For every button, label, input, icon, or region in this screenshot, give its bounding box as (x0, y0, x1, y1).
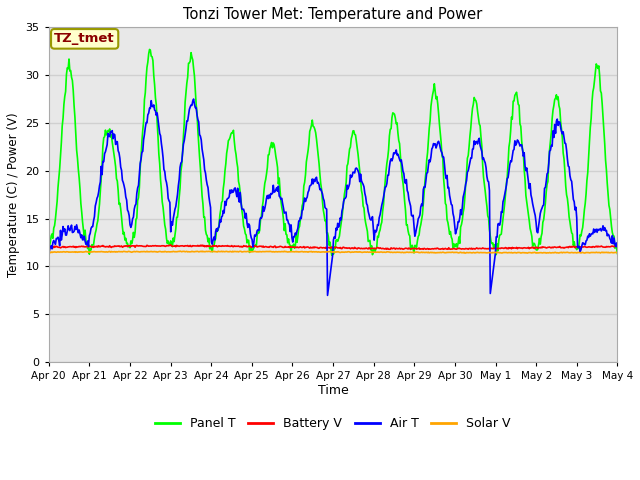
Panel T (146, 47, 154, 52)
Solar V (614, 250, 621, 255)
Line: Air T: Air T (49, 99, 618, 295)
Panel T (61, 94, 68, 99)
Solar V (137, 249, 145, 254)
Panel T (614, 251, 621, 256)
Solar V (61, 249, 68, 255)
Legend: Panel T, Battery V, Air T, Solar V: Panel T, Battery V, Air T, Solar V (150, 412, 516, 435)
Solar V (176, 248, 184, 254)
Solar V (542, 250, 550, 256)
Panel T (328, 252, 335, 258)
X-axis label: Time: Time (317, 384, 348, 397)
Text: TZ_tmet: TZ_tmet (54, 32, 115, 45)
Solar V (231, 249, 239, 254)
Battery V (45, 244, 52, 250)
Panel T (525, 218, 533, 224)
Solar V (562, 250, 570, 255)
Solar V (45, 249, 52, 255)
Battery V (197, 243, 205, 249)
Solar V (197, 249, 205, 254)
Air T (525, 186, 533, 192)
Air T (614, 244, 621, 250)
Line: Battery V: Battery V (49, 245, 618, 249)
Panel T (231, 146, 239, 152)
Air T (190, 96, 198, 102)
Battery V (562, 245, 570, 251)
Title: Tonzi Tower Met: Temperature and Power: Tonzi Tower Met: Temperature and Power (184, 7, 483, 22)
Air T (61, 226, 68, 232)
Air T (197, 137, 205, 143)
Panel T (137, 154, 145, 159)
Battery V (525, 246, 533, 252)
Air T (324, 292, 332, 298)
Air T (562, 141, 570, 146)
Panel T (197, 179, 205, 184)
Air T (137, 156, 145, 162)
Y-axis label: Temperature (C) / Power (V): Temperature (C) / Power (V) (7, 112, 20, 277)
Battery V (61, 244, 68, 250)
Battery V (614, 244, 621, 250)
Air T (231, 185, 239, 191)
Battery V (231, 243, 239, 249)
Battery V (383, 246, 390, 252)
Line: Solar V: Solar V (49, 251, 618, 253)
Panel T (45, 240, 52, 246)
Air T (45, 252, 52, 257)
Panel T (562, 183, 570, 189)
Line: Panel T: Panel T (49, 49, 618, 255)
Solar V (525, 250, 532, 255)
Battery V (167, 242, 175, 248)
Battery V (137, 243, 145, 249)
